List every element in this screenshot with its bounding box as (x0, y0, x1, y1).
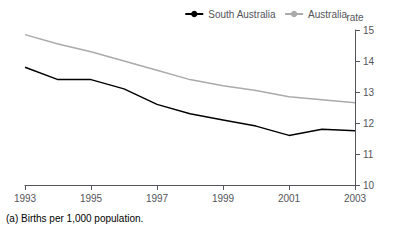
svg-text:10: 10 (363, 180, 375, 191)
svg-text:South Australia: South Australia (208, 9, 276, 20)
svg-text:(a) Births per 1,000 populatio: (a) Births per 1,000 population. (6, 213, 143, 224)
svg-text:1997: 1997 (146, 193, 169, 204)
svg-text:1993: 1993 (14, 193, 37, 204)
svg-text:2001: 2001 (278, 193, 301, 204)
svg-text:Australia: Australia (308, 9, 347, 20)
svg-text:11: 11 (363, 149, 374, 160)
svg-text:13: 13 (363, 87, 375, 98)
svg-text:12: 12 (363, 118, 375, 129)
svg-text:2003: 2003 (344, 193, 367, 204)
svg-text:14: 14 (363, 56, 375, 67)
svg-text:rate: rate (346, 12, 364, 23)
svg-text:15: 15 (363, 25, 375, 36)
svg-text:1999: 1999 (212, 193, 235, 204)
svg-text:1995: 1995 (80, 193, 103, 204)
